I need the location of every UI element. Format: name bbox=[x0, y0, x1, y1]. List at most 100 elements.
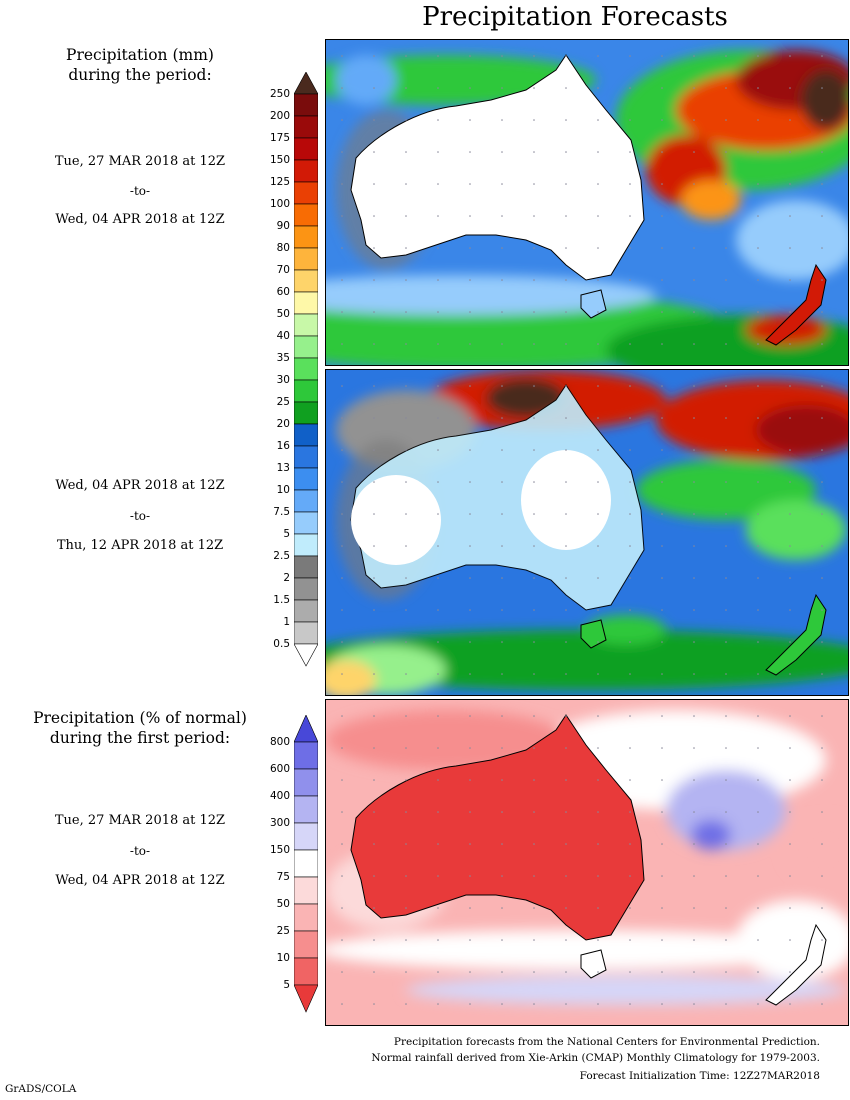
scale-swatch bbox=[294, 357, 318, 381]
footer-source-line: Precipitation forecasts from the Nationa… bbox=[393, 1036, 820, 1048]
map-panel-percent-normal bbox=[325, 699, 849, 1026]
scale-tick-label: 10 bbox=[276, 484, 290, 496]
scale-tick-label: 0.5 bbox=[273, 638, 290, 650]
scale-swatch bbox=[294, 401, 318, 425]
scale-tick-label: 80 bbox=[276, 242, 290, 254]
scale-tick-label: 300 bbox=[269, 817, 290, 829]
scale-tick-label: 90 bbox=[276, 220, 290, 232]
scale-tick-label: 5 bbox=[283, 979, 290, 991]
pct-legend-title-line2: during the first period: bbox=[49, 729, 231, 747]
scale-swatch bbox=[294, 203, 318, 227]
scale-tick-label: 175 bbox=[269, 132, 290, 144]
period3-start: Tue, 27 MAR 2018 at 12Z bbox=[54, 813, 226, 828]
pct-color-scale bbox=[294, 715, 318, 1013]
scale-swatch bbox=[294, 577, 318, 601]
mm-legend-title-line1: Precipitation (mm) bbox=[66, 46, 214, 64]
scale-swatch bbox=[294, 93, 318, 117]
scale-top-arrow bbox=[294, 72, 318, 95]
scale-tick-label: 7.5 bbox=[273, 506, 290, 518]
mm-legend-title-line2: during the period: bbox=[68, 66, 212, 84]
scale-tick-label: 25 bbox=[276, 396, 290, 408]
scale-swatch bbox=[294, 533, 318, 557]
scale-tick-label: 75 bbox=[276, 871, 290, 883]
scale-tick-label: 70 bbox=[276, 264, 290, 276]
period1-end: Wed, 04 APR 2018 at 12Z bbox=[55, 212, 225, 227]
scale-swatch bbox=[294, 467, 318, 491]
scale-swatch bbox=[294, 822, 318, 851]
scale-swatch bbox=[294, 225, 318, 249]
scale-tick-label: 50 bbox=[276, 898, 290, 910]
scale-swatch bbox=[294, 768, 318, 797]
scale-tick-label: 200 bbox=[269, 110, 290, 122]
scale-tick-label: 16 bbox=[276, 440, 290, 452]
percent-normal-map bbox=[326, 700, 848, 1025]
scale-swatch bbox=[294, 489, 318, 513]
scale-swatch bbox=[294, 247, 318, 271]
scale-swatch bbox=[294, 335, 318, 359]
page-title: Precipitation Forecasts bbox=[422, 2, 728, 32]
scale-top-arrow bbox=[294, 715, 318, 743]
scale-swatch bbox=[294, 876, 318, 905]
period1-to: -to- bbox=[129, 184, 151, 198]
period2-to: -to- bbox=[129, 509, 151, 523]
period3-to: -to- bbox=[129, 844, 151, 858]
scale-tick-label: 800 bbox=[269, 736, 290, 748]
scale-swatch bbox=[294, 555, 318, 579]
pct-legend-title-line1: Precipitation (% of normal) bbox=[33, 709, 247, 727]
map-panel-period1 bbox=[325, 39, 849, 366]
scale-tick-label: 100 bbox=[269, 198, 290, 210]
map-panel-period2 bbox=[325, 369, 849, 696]
scale-swatch bbox=[294, 599, 318, 623]
scale-tick-label: 150 bbox=[269, 154, 290, 166]
scale-tick-label: 250 bbox=[269, 88, 290, 100]
footer-climatology-line: Normal rainfall derived from Xie-Arkin (… bbox=[371, 1052, 820, 1064]
period3-end: Wed, 04 APR 2018 at 12Z bbox=[55, 873, 225, 888]
scale-swatch bbox=[294, 313, 318, 337]
scale-tick-label: 20 bbox=[276, 418, 290, 430]
scale-tick-label: 40 bbox=[276, 330, 290, 342]
scale-bottom-arrow bbox=[294, 643, 318, 667]
scale-swatch bbox=[294, 423, 318, 447]
mm-legend-title: Precipitation (mm) during the period: bbox=[10, 45, 270, 85]
scale-tick-label: 150 bbox=[269, 844, 290, 856]
scale-tick-label: 13 bbox=[276, 462, 290, 474]
scale-tick-label: 25 bbox=[276, 925, 290, 937]
scale-swatch bbox=[294, 741, 318, 770]
scale-bottom-arrow bbox=[294, 984, 318, 1013]
scale-tick-label: 400 bbox=[269, 790, 290, 802]
scale-tick-label: 10 bbox=[276, 952, 290, 964]
scale-swatch bbox=[294, 137, 318, 161]
scale-tick-label: 600 bbox=[269, 763, 290, 775]
scale-swatch bbox=[294, 957, 318, 986]
precip-map-period2 bbox=[326, 370, 848, 695]
scale-swatch bbox=[294, 291, 318, 315]
scale-tick-label: 2 bbox=[283, 572, 290, 584]
scale-swatch bbox=[294, 849, 318, 878]
scale-swatch bbox=[294, 621, 318, 645]
scale-tick-label: 125 bbox=[269, 176, 290, 188]
period2-end: Thu, 12 APR 2018 at 12Z bbox=[56, 538, 224, 553]
scale-tick-label: 30 bbox=[276, 374, 290, 386]
scale-swatch bbox=[294, 159, 318, 183]
period1-start: Tue, 27 MAR 2018 at 12Z bbox=[54, 154, 226, 169]
grads-credit: GrADS/COLA bbox=[5, 1083, 77, 1095]
scale-tick-label: 1.5 bbox=[273, 594, 290, 606]
scale-tick-label: 2.5 bbox=[273, 550, 290, 562]
scale-swatch bbox=[294, 181, 318, 205]
scale-swatch bbox=[294, 115, 318, 139]
mm-color-scale bbox=[294, 72, 318, 667]
scale-swatch bbox=[294, 903, 318, 932]
scale-tick-label: 60 bbox=[276, 286, 290, 298]
scale-tick-label: 1 bbox=[283, 616, 290, 628]
scale-tick-label: 50 bbox=[276, 308, 290, 320]
scale-swatch bbox=[294, 379, 318, 403]
footer-init-time: Forecast Initialization Time: 12Z27MAR20… bbox=[579, 1070, 820, 1082]
scale-swatch bbox=[294, 269, 318, 293]
scale-tick-label: 35 bbox=[276, 352, 290, 364]
precip-map-period1 bbox=[326, 40, 848, 365]
pct-legend-title: Precipitation (% of normal) during the f… bbox=[10, 708, 270, 748]
scale-tick-label: 5 bbox=[283, 528, 290, 540]
scale-swatch bbox=[294, 445, 318, 469]
period2-start: Wed, 04 APR 2018 at 12Z bbox=[55, 478, 225, 493]
scale-swatch bbox=[294, 795, 318, 824]
